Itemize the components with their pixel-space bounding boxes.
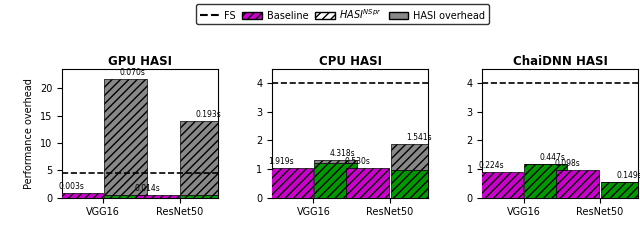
Bar	[180, 121, 223, 195]
Text: 0.070s: 0.070s	[120, 68, 145, 77]
Text: 0.014s: 0.014s	[134, 184, 161, 193]
Title: CPU HASI: CPU HASI	[319, 55, 381, 68]
Text: 0.530s: 0.530s	[345, 157, 371, 166]
Text: 0.003s: 0.003s	[58, 182, 84, 191]
Title: ChaiDNN HASI: ChaiDNN HASI	[513, 55, 607, 68]
Bar	[524, 164, 567, 198]
Bar	[104, 194, 147, 198]
Bar	[556, 170, 599, 198]
Bar	[60, 193, 102, 198]
Bar	[104, 79, 147, 194]
Text: 0.447s: 0.447s	[540, 153, 566, 162]
Bar	[390, 170, 433, 198]
Text: 0.193s: 0.193s	[196, 110, 221, 119]
Bar	[270, 168, 313, 198]
Bar	[314, 163, 357, 198]
Legend: FS, Baseline, $HASI^{NSpr}$, HASI overhead: FS, Baseline, $HASI^{NSpr}$, HASI overhe…	[196, 4, 488, 24]
Bar	[314, 160, 357, 163]
Bar	[480, 172, 523, 198]
Text: 4.318s: 4.318s	[330, 149, 355, 159]
Bar	[180, 195, 223, 198]
Bar	[390, 144, 433, 170]
Y-axis label: Performance overhead: Performance overhead	[24, 78, 35, 189]
Text: 0.098s: 0.098s	[555, 159, 580, 169]
Text: 1.541s: 1.541s	[406, 133, 432, 142]
Text: 0.149s: 0.149s	[616, 171, 640, 180]
Bar	[601, 182, 640, 198]
Text: 0.224s: 0.224s	[479, 161, 504, 170]
Bar	[346, 168, 389, 198]
Bar	[136, 195, 179, 198]
Text: 1.919s: 1.919s	[268, 157, 294, 166]
Title: GPU HASI: GPU HASI	[108, 55, 172, 68]
